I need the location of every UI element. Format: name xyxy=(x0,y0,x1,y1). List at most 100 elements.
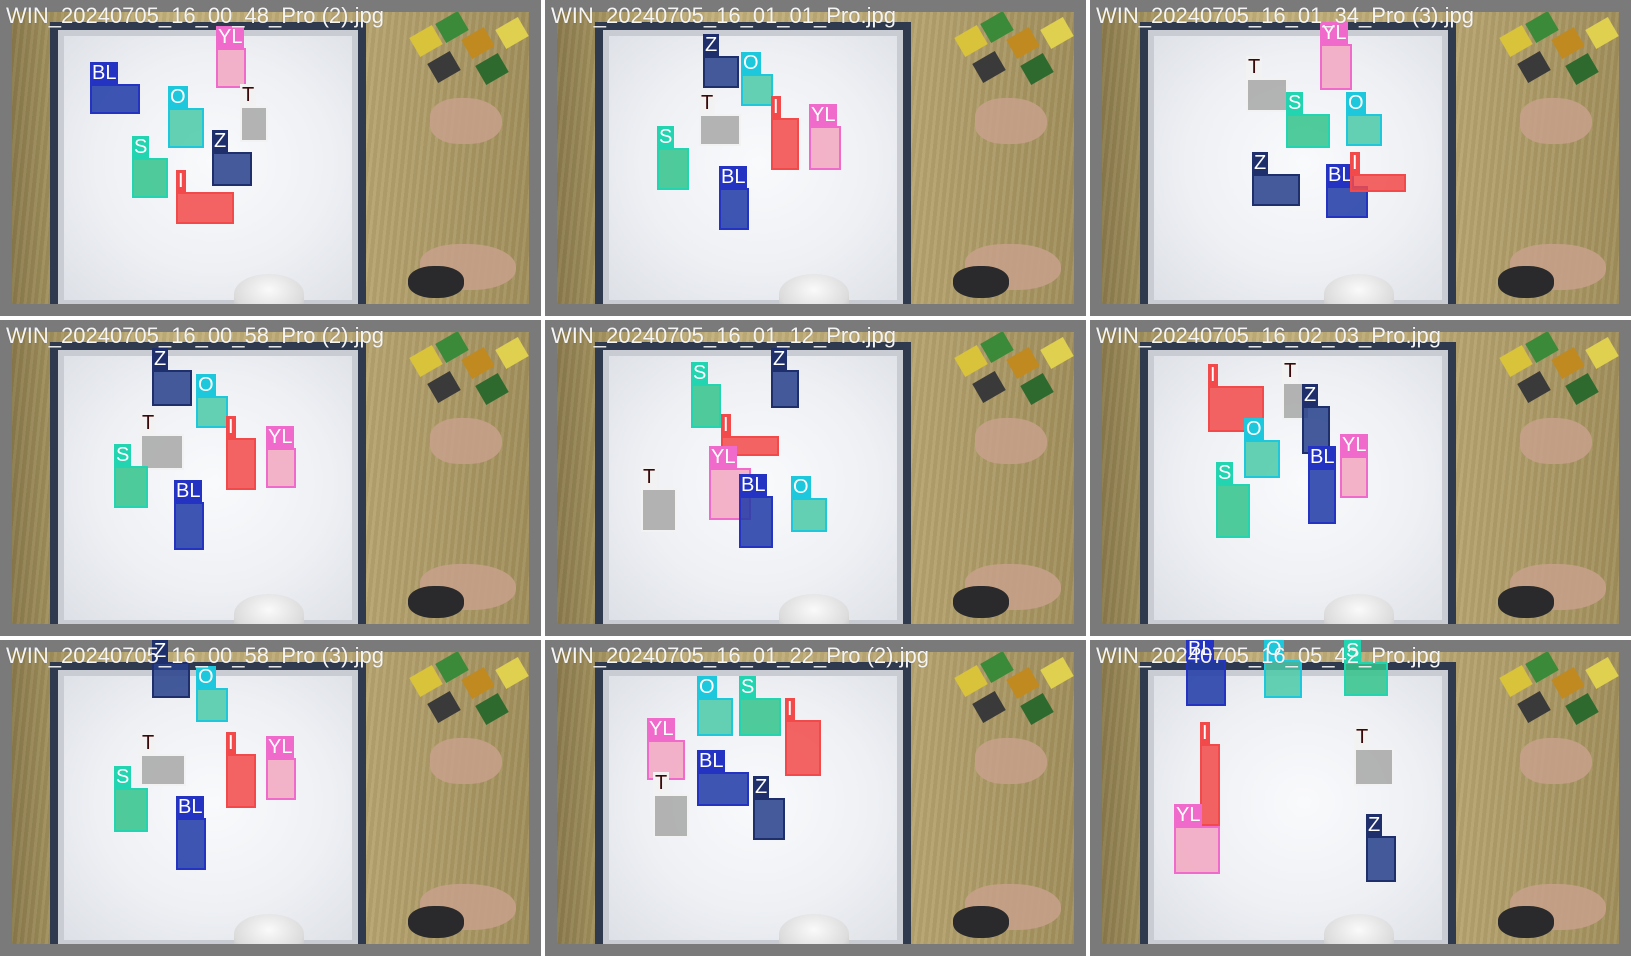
bounding-box xyxy=(791,498,827,532)
class-label: T xyxy=(699,92,716,114)
detection-box-yl: YL xyxy=(216,26,246,88)
detection-box-t: T xyxy=(240,84,268,142)
detection-box-yl: YL xyxy=(809,104,841,170)
image-filename: WIN_20240705_16_01_34_Pro (3).jpg xyxy=(1096,3,1474,28)
cup xyxy=(779,594,849,624)
class-label: YL xyxy=(1320,22,1349,44)
tetromino-piece xyxy=(178,820,204,868)
light-board xyxy=(1140,22,1456,304)
bounding-box xyxy=(1216,484,1250,538)
hand xyxy=(1520,738,1592,784)
detection-box-i: I xyxy=(785,698,821,776)
bounding-box xyxy=(266,758,296,800)
detection-box-s: S xyxy=(114,766,148,832)
tetromino-piece xyxy=(741,700,779,734)
class-label: BL xyxy=(719,166,748,188)
tetromino-piece xyxy=(787,722,819,774)
hand xyxy=(430,418,502,464)
tetromino-piece xyxy=(242,108,266,140)
detection-box-s: S xyxy=(739,676,781,736)
tetromino-piece xyxy=(773,120,797,168)
detection-box-o: O xyxy=(1346,92,1382,146)
tetromino-piece xyxy=(693,386,719,426)
hand xyxy=(430,98,502,144)
detection-box-o: O xyxy=(196,374,228,428)
class-label: S xyxy=(691,362,709,384)
class-label: BL xyxy=(1308,446,1337,468)
class-label: O xyxy=(196,374,216,396)
detection-box-bl: BL xyxy=(174,480,204,550)
class-label: I xyxy=(1208,364,1218,386)
tetromino-piece xyxy=(198,690,226,720)
class-label: BL xyxy=(176,796,205,818)
class-label: I xyxy=(176,170,186,192)
tetromino-piece xyxy=(701,116,739,144)
class-label: S xyxy=(1216,462,1234,484)
bounding-box xyxy=(226,438,256,490)
tetromino-piece xyxy=(154,664,188,696)
class-label: O xyxy=(1264,640,1284,660)
tetromino-piece xyxy=(655,796,687,836)
class-label: T xyxy=(140,412,157,434)
bounding-box xyxy=(641,488,677,532)
class-label: YL xyxy=(709,446,738,468)
bounding-box xyxy=(216,48,246,88)
bounding-box xyxy=(196,688,228,722)
tetromino-piece xyxy=(268,760,294,798)
detection-box-yl: YL xyxy=(1320,22,1352,90)
detection-box-i: I xyxy=(771,96,799,170)
tetromino-piece xyxy=(811,128,839,168)
class-label: O xyxy=(1346,92,1366,114)
bounding-box xyxy=(697,772,749,806)
bounding-box xyxy=(1346,114,1382,146)
image-filename: WIN_20240705_16_01_12_Pro.jpg xyxy=(551,323,896,348)
tetromino-piece xyxy=(170,110,202,146)
tetromino-piece xyxy=(1368,838,1394,880)
detection-box-yl: YL xyxy=(266,736,296,800)
bounding-box xyxy=(152,370,192,406)
camera-frame xyxy=(1102,12,1619,304)
bounding-box xyxy=(132,158,168,198)
class-label: Z xyxy=(753,776,770,798)
detection-box-bl: BL xyxy=(697,750,749,806)
class-label: O xyxy=(741,52,761,74)
bounding-box xyxy=(226,754,256,808)
tetromino-piece xyxy=(1266,662,1300,696)
detection-box-t: T xyxy=(653,772,689,838)
bounding-box xyxy=(653,794,689,838)
detection-box-yl: YL xyxy=(709,446,751,520)
class-label: BL xyxy=(1326,164,1355,186)
detection-box-s: S xyxy=(657,126,689,190)
tetromino-piece xyxy=(1328,188,1366,216)
detection-box-z: Z xyxy=(753,776,785,840)
bounding-box xyxy=(657,148,689,190)
class-label: S xyxy=(114,444,132,466)
bounding-box xyxy=(1340,456,1368,498)
bounding-box xyxy=(771,118,799,170)
class-label: Z xyxy=(703,34,720,56)
detection-box-o: O xyxy=(791,476,827,532)
detection-box-i: I xyxy=(1350,152,1406,192)
bounding-box xyxy=(697,698,733,736)
bounding-box xyxy=(1244,440,1280,478)
image-filename: WIN_20240705_16_01_01_Pro.jpg xyxy=(551,3,896,28)
tetromino-piece xyxy=(178,194,232,222)
detection-box-s: S xyxy=(1286,92,1330,148)
cup xyxy=(1324,594,1394,624)
bounding-box xyxy=(174,502,204,550)
bounding-box xyxy=(140,754,186,786)
detection-box-yl: YL xyxy=(1340,434,1369,498)
bounding-box xyxy=(1366,836,1396,882)
bounding-box xyxy=(1308,468,1336,524)
tetromino-piece xyxy=(218,50,244,86)
class-label: S xyxy=(1344,640,1362,662)
image-filename: WIN_20240705_16_05_42_Pro.jpg xyxy=(1096,643,1441,668)
image-tile: WIN_20240705_16_00_58_Pro (2).jpg Z O T … xyxy=(0,320,541,636)
class-label: O xyxy=(791,476,811,498)
detection-box-t: T xyxy=(641,466,677,532)
hand xyxy=(1520,418,1592,464)
detection-box-s: S xyxy=(132,136,168,198)
cup xyxy=(779,274,849,304)
detection-box-o: O xyxy=(697,676,733,736)
class-label: I xyxy=(1200,722,1210,744)
